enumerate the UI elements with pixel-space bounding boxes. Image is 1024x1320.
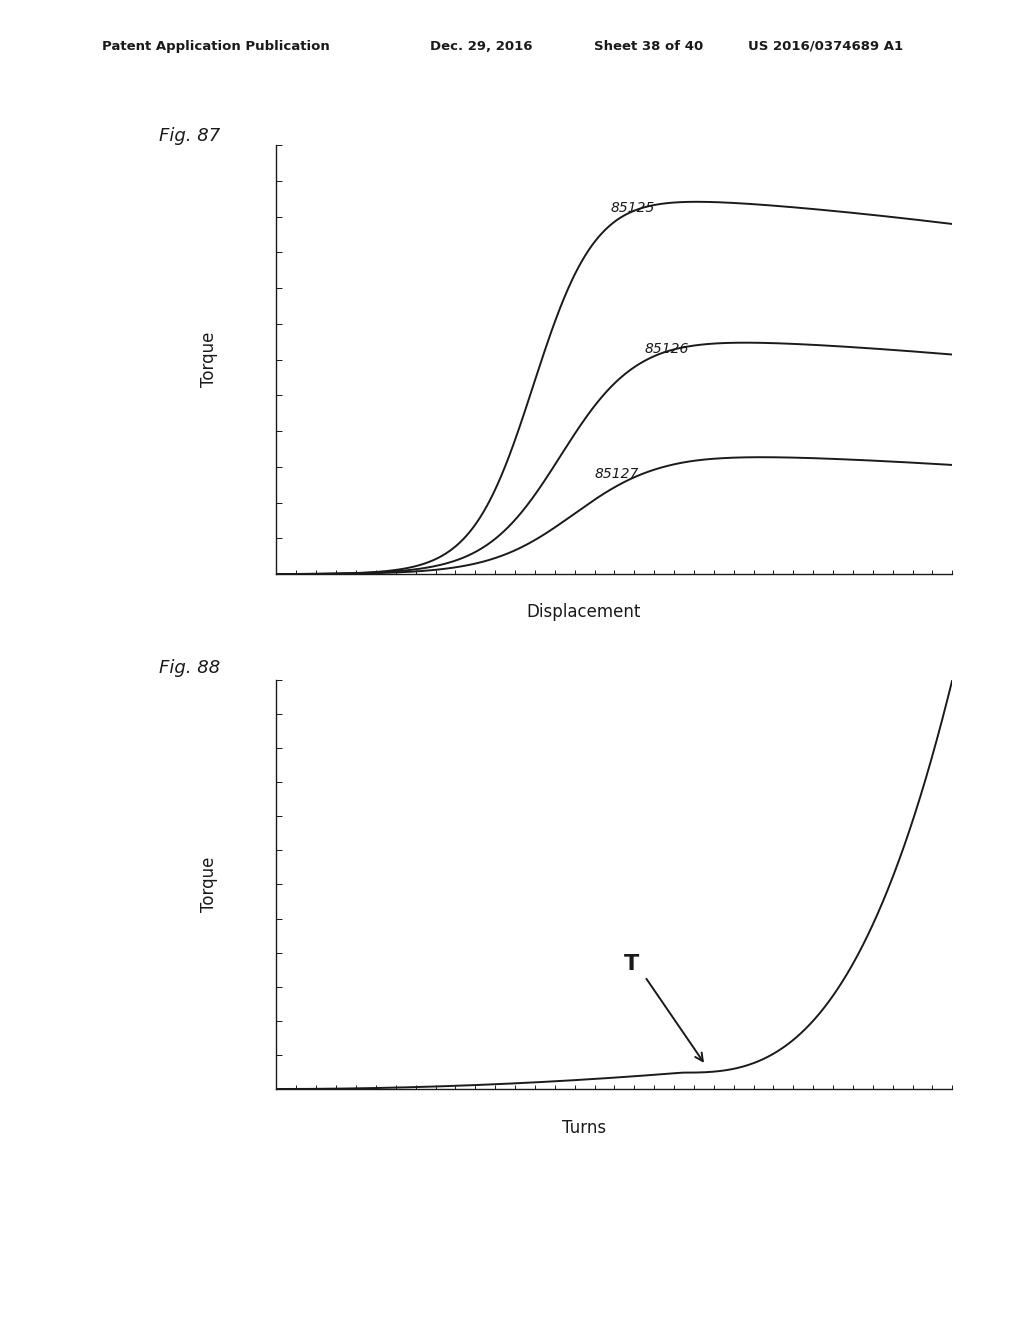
Text: T: T: [624, 954, 639, 974]
Text: Torque: Torque: [200, 857, 218, 912]
Text: 85126: 85126: [645, 342, 689, 356]
Text: Displacement: Displacement: [526, 603, 641, 622]
Text: Turns: Turns: [561, 1119, 606, 1138]
Text: US 2016/0374689 A1: US 2016/0374689 A1: [748, 40, 902, 53]
Text: Dec. 29, 2016: Dec. 29, 2016: [430, 40, 532, 53]
Text: Fig. 88: Fig. 88: [159, 659, 220, 677]
Text: 85125: 85125: [611, 201, 655, 215]
Text: 85127: 85127: [594, 467, 639, 480]
Text: Patent Application Publication: Patent Application Publication: [102, 40, 330, 53]
Text: Torque: Torque: [200, 333, 218, 387]
Text: Sheet 38 of 40: Sheet 38 of 40: [594, 40, 703, 53]
Text: Fig. 87: Fig. 87: [159, 127, 220, 145]
